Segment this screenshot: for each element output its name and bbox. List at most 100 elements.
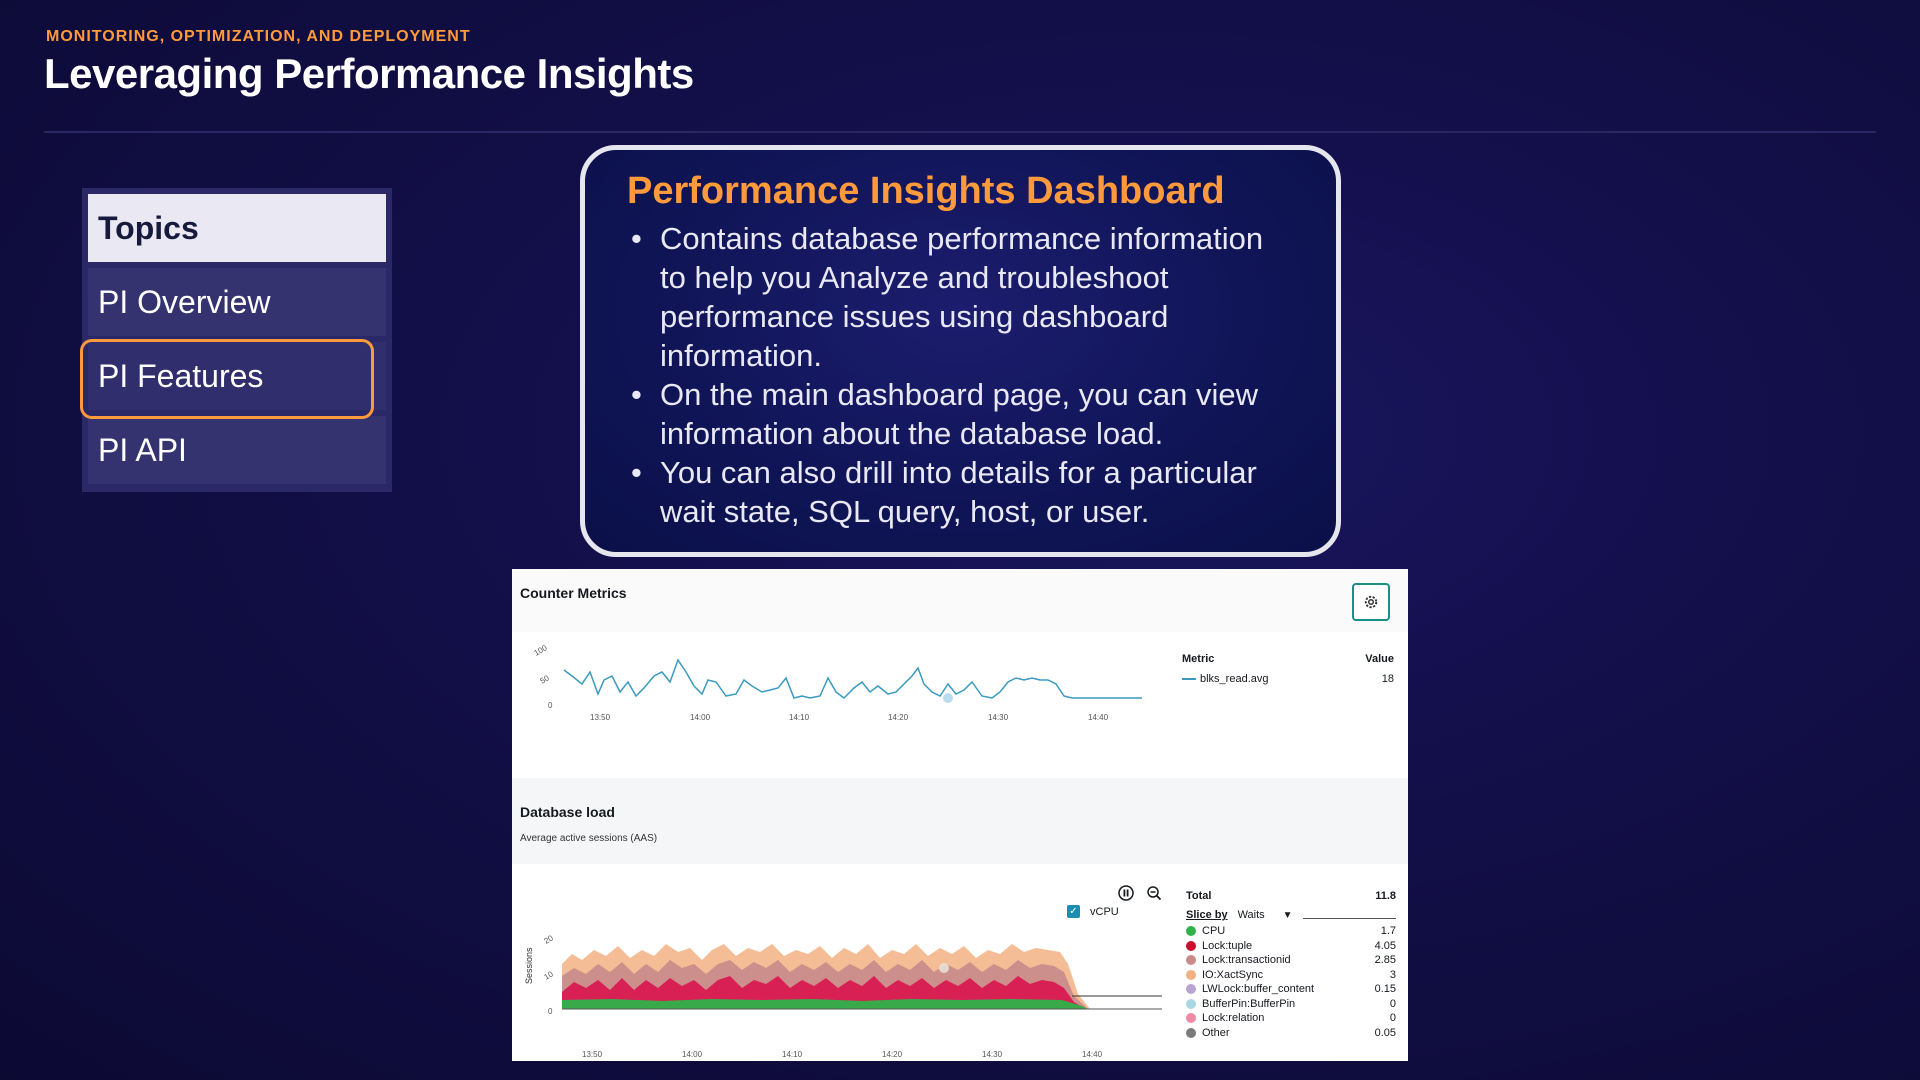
database-load-subtitle: Average active sessions (AAS) — [520, 833, 658, 844]
legend-item[interactable]: Lock:tuple 4.05 — [1186, 939, 1396, 954]
y-tick-label: 0 — [548, 701, 553, 710]
card-bullets: Contains database performance informatio… — [627, 219, 1296, 531]
legend-swatch — [1186, 926, 1196, 937]
topics-heading: Topics — [88, 194, 386, 262]
x-tick-label: 14:30 — [988, 713, 1009, 722]
legend-name: BufferPin:BufferPin — [1202, 997, 1296, 1010]
legend-value: 4.05 — [1374, 939, 1396, 952]
legend-name: Other — [1202, 1026, 1230, 1039]
database-load-chart: Sessions 20 10 0 13:50 14:00 14:10 14:20… — [524, 933, 1162, 1059]
x-tick-label: 14:40 — [1082, 1050, 1103, 1059]
legend-value: 2.85 — [1374, 954, 1396, 967]
legend-value: 0.05 — [1374, 1026, 1396, 1039]
legend-item[interactable]: IO:XactSync 3 — [1186, 968, 1396, 983]
zoom-out-icon — [1147, 886, 1162, 901]
slice-underline — [1302, 917, 1396, 919]
legend-swatch — [1186, 998, 1196, 1009]
slice-by-label: Slice by — [1186, 909, 1228, 921]
legend-name: Lock:relation — [1202, 1012, 1265, 1025]
legend-item[interactable]: Lock:relation 0 — [1186, 1011, 1396, 1026]
legend-value: 0.15 — [1374, 983, 1396, 996]
legend-value: 1.7 — [1380, 925, 1396, 938]
dashboard-screenshot: Counter Metrics 100 50 0 13:50 14:00 14:… — [512, 569, 1408, 1061]
metric-header: Metric — [1182, 653, 1215, 665]
info-card: Performance Insights Dashboard Contains … — [580, 145, 1341, 557]
metric-name: blks_read.avg — [1200, 673, 1269, 685]
hover-marker — [943, 693, 953, 703]
legend-name: IO:XactSync — [1202, 968, 1264, 981]
metric-line — [563, 658, 1142, 699]
legend-swatch — [1186, 940, 1196, 951]
database-load-panel: Sessions 20 10 0 13:50 14:00 14:10 14:20… — [512, 864, 1408, 1061]
vcpu-toggle[interactable]: ✓ vCPU — [1067, 905, 1119, 918]
x-tick-label: 14:00 — [690, 713, 711, 722]
database-load-header — [512, 778, 1408, 864]
legend-name: LWLock:buffer_content — [1202, 983, 1315, 996]
legend-swatch — [1186, 969, 1196, 980]
counter-metrics-header — [512, 569, 1408, 632]
topic-pi-overview[interactable]: PI Overview — [88, 268, 386, 336]
caret-down-icon: ▼ — [1282, 909, 1293, 921]
settings-button[interactable] — [1352, 583, 1390, 621]
total-label: Total — [1186, 890, 1212, 902]
topics-panel: Topics PI Overview PI Features PI API — [80, 188, 392, 492]
value-header: Value — [1365, 653, 1394, 665]
x-tick-label: 13:50 — [590, 713, 611, 722]
y-tick-label: 100 — [533, 643, 550, 658]
pause-button[interactable] — [1118, 885, 1134, 901]
database-load-title: Database load — [520, 804, 615, 820]
bullet-item: On the main dashboard page, you can view… — [627, 375, 1296, 453]
bullet-item: Contains database performance informatio… — [627, 219, 1296, 375]
slice-by-control[interactable]: Slice by Waits ▼ — [1186, 906, 1396, 924]
metric-swatch — [1182, 678, 1196, 681]
counter-metrics-chart: 100 50 0 13:50 14:00 14:10 14:20 14:30 1… — [533, 643, 1142, 722]
x-tick-label: 14:20 — [888, 713, 909, 722]
metric-value: 18 — [1381, 673, 1394, 685]
x-tick-label: 14:30 — [982, 1050, 1003, 1059]
gear-icon — [1364, 595, 1378, 609]
legend-name: CPU — [1202, 925, 1226, 938]
counter-metrics-title: Counter Metrics — [520, 585, 627, 601]
y-tick-label: 0 — [548, 1007, 553, 1016]
legend-value: 0 — [1389, 1012, 1396, 1025]
pause-icon — [1118, 885, 1134, 901]
x-tick-label: 14:40 — [1088, 713, 1109, 722]
checkbox-checked-icon: ✓ — [1067, 905, 1080, 918]
database-load-legend: Total 11.8 Slice by Waits ▼ CPU 1.7 Lock:t… — [1186, 886, 1396, 1040]
legend-swatch — [1186, 955, 1196, 966]
vcpu-label: vCPU — [1090, 905, 1119, 918]
topic-pi-features[interactable]: PI Features — [80, 339, 386, 419]
area-cpu — [562, 999, 1088, 1009]
x-tick-label: 14:10 — [789, 713, 810, 722]
page-title: Leveraging Performance Insights — [44, 50, 694, 97]
hover-marker — [939, 963, 949, 973]
legend-value: 3 — [1389, 968, 1396, 981]
x-tick-label: 13:50 — [582, 1050, 603, 1059]
x-tick-label: 14:20 — [882, 1050, 903, 1059]
legend-item[interactable]: Other 0.05 — [1186, 1026, 1396, 1041]
legend-swatch — [1186, 984, 1196, 995]
bullet-item: You can also drill into details for a pa… — [627, 453, 1296, 531]
legend-item[interactable]: Lock:transactionid 2.85 — [1186, 953, 1396, 968]
divider — [44, 131, 1876, 133]
legend-value: 0 — [1389, 997, 1396, 1010]
legend-swatch — [1186, 1013, 1196, 1024]
zoom-out-button[interactable] — [1146, 885, 1162, 901]
y-tick-label: 10 — [543, 969, 556, 982]
legend-item[interactable]: BufferPin:BufferPin 0 — [1186, 997, 1396, 1012]
total-value: 11.8 — [1375, 890, 1396, 902]
slice-by-value: Waits — [1237, 909, 1265, 921]
legend-name: Lock:tuple — [1202, 939, 1253, 952]
metric-table: Metric Value blks_read.avg 18 — [1182, 649, 1394, 689]
x-tick-label: 14:10 — [782, 1050, 803, 1059]
metric-row[interactable]: blks_read.avg 18 — [1182, 669, 1394, 689]
legend-item[interactable]: LWLock:buffer_content 0.15 — [1186, 982, 1396, 997]
y-tick-label: 50 — [539, 673, 552, 686]
legend-name: Lock:transactionid — [1202, 954, 1291, 967]
topic-pi-api[interactable]: PI API — [88, 416, 386, 484]
y-tick-label: 20 — [543, 933, 556, 946]
counter-metrics-panel: 100 50 0 13:50 14:00 14:10 14:20 14:30 1… — [512, 632, 1408, 778]
legend-item[interactable]: CPU 1.7 — [1186, 924, 1396, 939]
y-axis-label: Sessions — [524, 947, 534, 984]
eyebrow: MONITORING, OPTIMIZATION, AND DEPLOYMENT — [46, 28, 471, 45]
